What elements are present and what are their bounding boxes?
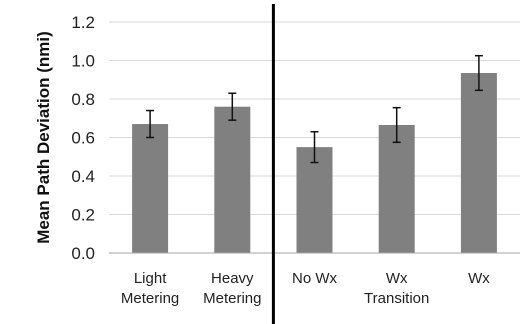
y-tick-label-5: 1.0 [71,52,95,71]
y-tick-label-4: 0.8 [71,90,95,109]
bar-0 [132,124,169,254]
bar-4 [460,73,497,253]
axis-layer [109,4,520,324]
y-axis-label: Mean Path Deviation (nmi) [34,31,53,244]
bar-1 [214,106,251,253]
bar-layer [132,73,497,254]
x-tick-label-1-line-0: Heavy [211,270,254,287]
y-tick-label-6: 1.2 [71,13,95,32]
x-tick-label-3-line-0: Wx [386,270,408,287]
error-bar-layer [146,54,483,164]
x-tick-label-1-line-1: Metering [203,290,261,307]
y-tick-label-3: 0.6 [71,129,95,148]
x-tick-label-0-line-0: Light [134,270,167,287]
y-tick-label-0: 0.0 [71,244,95,263]
x-tick-label-0-line-1: Metering [121,290,179,307]
bar-3 [378,124,415,253]
y-tick-label-2: 0.4 [71,167,95,186]
x-tick-label-2-line-0: No Wx [292,270,338,287]
x-tick-label-4-line-0: Wx [468,270,490,287]
bar-2 [296,147,333,253]
y-tick-label-1: 0.2 [71,206,95,225]
label-layer: 0.0 0.2 0.4 0.6 0.8 1.0 1.2 Light Metering Heavy M… [34,13,490,307]
x-tick-label-3-line-1: Transition [364,290,429,307]
